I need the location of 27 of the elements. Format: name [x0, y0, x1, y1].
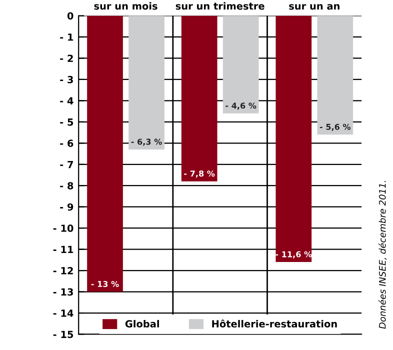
y-tick-label: - 7: [60, 160, 73, 168]
y-tick-label: - 3: [60, 76, 73, 84]
data-label: - 4,6 %: [226, 102, 256, 110]
y-tick-label: - 10: [53, 224, 74, 232]
data-label: - 13 %: [91, 280, 119, 288]
y-tick-label: - 8: [60, 182, 74, 190]
legend-label: Global: [125, 320, 159, 328]
data-label: - 6,3 %: [131, 138, 162, 146]
y-tick-label: - 2: [60, 54, 73, 62]
y-tick-label: - 5: [60, 118, 74, 126]
y-tick-label: 0: [67, 12, 74, 20]
y-tick-label: - 12: [53, 267, 73, 274]
y-tick-label: - 11: [53, 246, 74, 254]
y-tick-label: - 15: [53, 330, 74, 338]
text: Données INSEE, décembre 2011.: [378, 181, 387, 329]
data-label: - 7,8 %: [184, 170, 215, 178]
y-tick-label: - 1: [60, 34, 74, 41]
y-tick-label: - 6: [60, 140, 74, 147]
y-tick-label: - 4: [60, 97, 74, 104]
x-tick-label: sur un mois: [94, 2, 158, 10]
y-tick-label: - 13: [53, 288, 73, 296]
y-tick-label: - 9: [60, 203, 74, 211]
y-tick-label: - 14: [53, 310, 74, 317]
data-label: - 5,6 %: [320, 124, 351, 131]
x-tick-label: sur un trimestre: [176, 2, 264, 10]
legend-label: Hôtellerie-restauration: [212, 320, 337, 328]
x-tick-label: sur un an: [289, 4, 340, 10]
